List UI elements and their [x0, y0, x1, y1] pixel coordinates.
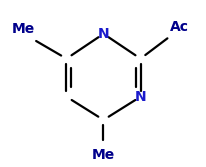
Text: N: N	[97, 27, 109, 41]
Text: N: N	[134, 90, 146, 104]
Text: Me: Me	[12, 22, 35, 36]
Text: Me: Me	[91, 148, 115, 162]
Text: Ac: Ac	[169, 20, 188, 34]
